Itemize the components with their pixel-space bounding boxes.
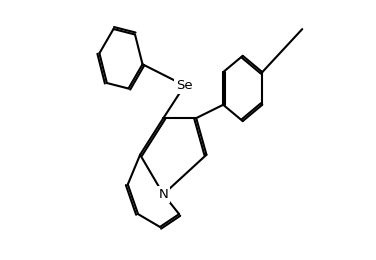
Text: N: N <box>159 188 168 201</box>
Text: Se: Se <box>176 79 193 92</box>
